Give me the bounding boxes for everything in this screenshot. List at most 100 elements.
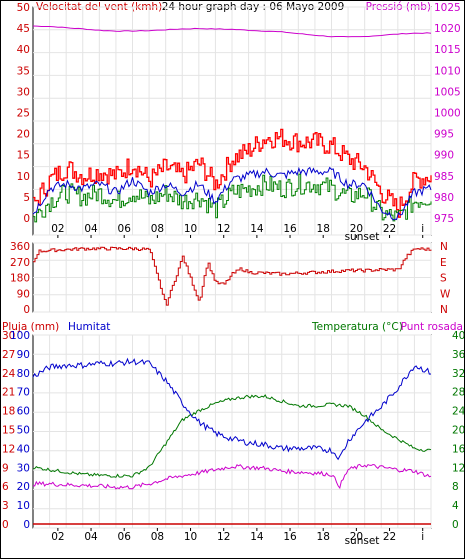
wind-speed-tick: 45 bbox=[17, 23, 30, 35]
rain-tick: 3 bbox=[2, 500, 9, 512]
temperature-humidity-panel: Pluja (mm) Humitat Temperatura (°C) Punt… bbox=[2, 321, 465, 547]
pressure-tick: 975 bbox=[434, 213, 454, 225]
temperature-humidity-grid bbox=[33, 334, 432, 529]
wind-direction-grid bbox=[33, 242, 432, 313]
wind-direction-line bbox=[33, 246, 432, 306]
p1-xtick-label: 10 bbox=[184, 223, 197, 235]
wind-speed-ticks: 0 5 10 15 20 25 30 35 40 45 50 bbox=[17, 2, 30, 225]
p1-xtick-label: 12 bbox=[217, 223, 230, 235]
p3-xtick-label: 06 bbox=[118, 531, 132, 543]
compass-tick: E bbox=[440, 257, 447, 269]
p1-xtick-label: 08 bbox=[151, 223, 164, 235]
rain-tick: 15 bbox=[2, 425, 15, 437]
rain-tick: 18 bbox=[2, 406, 15, 418]
temperature-tick: 32 bbox=[452, 368, 465, 380]
rain-tick: 21 bbox=[2, 387, 15, 399]
dewpoint-line bbox=[32, 463, 432, 490]
pressure-ticks: 975 980 985 990 995 1000 1005 1010 1015 1020 1025 bbox=[434, 2, 461, 225]
wind-pressure-series bbox=[32, 25, 432, 223]
temperature-x-ticks: 02 04 06 08 10 12 14 16 18 20 22 i bbox=[51, 528, 424, 543]
p1-xtick-label: 06 bbox=[118, 223, 132, 235]
rain-humidity-ticks: 0 3 6 9 12 15 18 21 24 27 30 0 10 20 30 40 50 60 70 80 90 100 bbox=[2, 330, 30, 531]
pressure-line bbox=[32, 25, 432, 38]
humidity-tick: 60 bbox=[17, 406, 30, 418]
compass-tick: N bbox=[440, 241, 448, 253]
temperature-humidity-series bbox=[32, 357, 432, 525]
direction-tick: 180 bbox=[10, 273, 30, 285]
dewpoint-label: Punt rosada bbox=[401, 321, 463, 333]
humidity-tick: 30 bbox=[17, 462, 30, 474]
wind-direction-ticks: 0 90 180 270 360 bbox=[10, 241, 30, 316]
p3-xtick-label: 20 bbox=[350, 531, 363, 543]
rain-tick: 12 bbox=[2, 443, 15, 455]
wind-speed-tick: 40 bbox=[17, 44, 30, 56]
wind-pressure-grid bbox=[33, 6, 432, 236]
wind-x-ticks: 02 04 06 08 10 12 14 16 18 20 22 i bbox=[51, 223, 424, 238]
rain-tick: 24 bbox=[2, 368, 16, 380]
direction-tick: 0 bbox=[23, 304, 30, 316]
wind-speed-tick: 5 bbox=[23, 192, 30, 204]
temperature-label: Temperatura (°C) bbox=[311, 321, 403, 333]
wind-speed-tick: 15 bbox=[17, 150, 30, 162]
p3-xtick-label: 12 bbox=[217, 531, 230, 543]
humidity-tick: 40 bbox=[17, 443, 30, 455]
p1-xtick-label: 14 bbox=[250, 223, 264, 235]
pressure-tick: 1010 bbox=[434, 65, 461, 77]
p1-xtick-label: 22 bbox=[383, 223, 396, 235]
wind-speed-tick: 30 bbox=[17, 86, 30, 98]
humidity-tick: 10 bbox=[17, 500, 30, 512]
wind-average-line bbox=[32, 166, 432, 221]
rain-tick: 27 bbox=[2, 349, 15, 361]
pressure-tick: 985 bbox=[434, 171, 454, 183]
temperature-tick: 28 bbox=[452, 387, 465, 399]
sunset-label-bottom: sunset bbox=[345, 535, 380, 547]
pressure-tick: 980 bbox=[434, 192, 454, 204]
p3-xtick-label: 16 bbox=[283, 531, 297, 543]
humidity-tick: 50 bbox=[17, 425, 30, 437]
temperature-tick: 0 bbox=[452, 519, 459, 531]
p1-xtick-label: 04 bbox=[84, 223, 98, 235]
wind-speed-tick: 25 bbox=[17, 108, 30, 120]
p3-xtick-label: i bbox=[421, 531, 424, 543]
p1-xtick-label: 20 bbox=[350, 223, 363, 235]
wind-direction-series bbox=[33, 246, 432, 306]
pressure-tick: 1025 bbox=[434, 2, 461, 14]
p1-xtick-label: 02 bbox=[51, 223, 64, 235]
temperature-tick: 36 bbox=[452, 349, 465, 361]
wind-speed-tick: 10 bbox=[17, 171, 30, 183]
temperature-tick: 24 bbox=[452, 406, 465, 418]
p3-xtick-label: 02 bbox=[51, 531, 64, 543]
p3-xtick-label: 08 bbox=[151, 531, 164, 543]
humidity-line bbox=[32, 357, 432, 461]
pressure-tick: 990 bbox=[434, 150, 454, 162]
p1-xtick-label: 16 bbox=[283, 223, 297, 235]
wind-speed-tick: 20 bbox=[17, 129, 30, 141]
p3-xtick-label: 10 bbox=[184, 531, 197, 543]
wind-speed-tick: 0 bbox=[23, 213, 30, 225]
p1-xtick-label: 18 bbox=[317, 223, 330, 235]
p1-xtick-label: i bbox=[421, 223, 424, 235]
rain-tick: 9 bbox=[2, 462, 9, 474]
temperature-line bbox=[32, 394, 432, 478]
temperature-tick: 12 bbox=[452, 462, 465, 474]
temperature-ticks: 0 4 8 12 16 20 24 28 32 36 40 bbox=[452, 330, 465, 531]
rain-label: Pluja (mm) bbox=[2, 321, 59, 333]
humidity-tick: 80 bbox=[17, 368, 30, 380]
p3-xtick-label: 14 bbox=[250, 531, 264, 543]
pressure-tick: 1020 bbox=[434, 23, 461, 35]
compass-tick: W bbox=[440, 288, 451, 300]
pressure-tick: 1000 bbox=[434, 108, 461, 120]
sunset-label: sunset bbox=[345, 231, 380, 243]
humidity-tick: 100 bbox=[10, 330, 30, 342]
temperature-tick: 20 bbox=[452, 425, 465, 437]
wind-gust-line bbox=[33, 128, 432, 218]
pressure-tick: 995 bbox=[434, 129, 454, 141]
humidity-tick: 90 bbox=[17, 349, 30, 361]
rain-tick: 6 bbox=[2, 481, 9, 493]
pressure-tick: 1015 bbox=[434, 44, 461, 56]
wind-speed-tick: 50 bbox=[17, 2, 30, 14]
p3-xtick-label: 04 bbox=[84, 531, 98, 543]
